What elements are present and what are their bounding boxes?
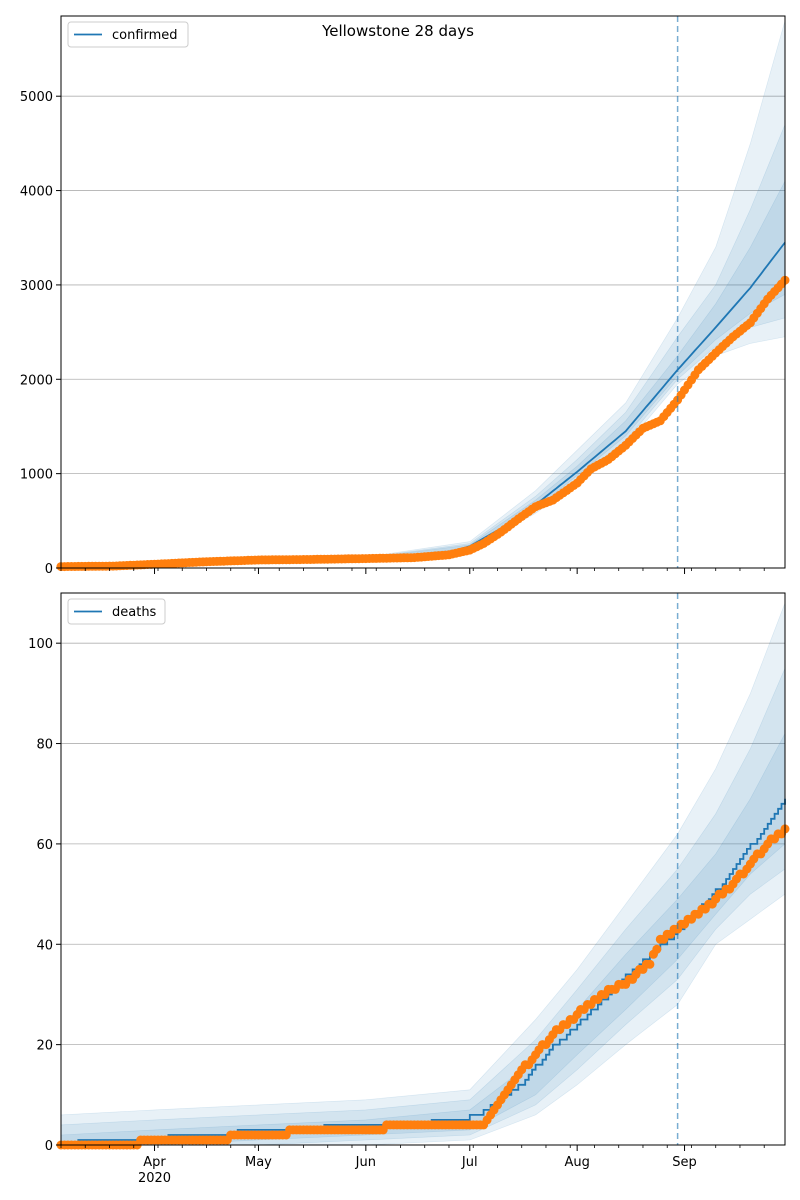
y-tick-label: 1000 bbox=[20, 468, 53, 483]
x-tick-label: Jul bbox=[461, 1155, 478, 1170]
legend-label: deaths bbox=[112, 605, 157, 620]
y-tick-label: 40 bbox=[36, 938, 53, 953]
axes-frame bbox=[60, 592, 786, 1146]
x-tick-label: Sep bbox=[672, 1155, 697, 1170]
legend-box bbox=[67, 598, 166, 625]
legend-label: confirmed bbox=[112, 28, 178, 43]
y-tick-label: 3000 bbox=[20, 279, 53, 294]
y-tick-label: 100 bbox=[28, 637, 53, 652]
axes-frame bbox=[60, 15, 786, 569]
y-tick-label: 2000 bbox=[20, 373, 53, 388]
observed-point bbox=[645, 959, 655, 969]
confirmed-panel: 0 1000 2000 3000 4000 5000 confirmed bbox=[20, 15, 790, 577]
x-tick-label: 2020 bbox=[138, 1171, 171, 1186]
x-tick-label: Apr bbox=[143, 1155, 166, 1170]
figure-title: Yellowstone 28 days bbox=[321, 22, 474, 40]
x-tick-label: Aug bbox=[564, 1155, 589, 1170]
y-tick-label: 5000 bbox=[20, 90, 53, 105]
y-tick-label: 4000 bbox=[20, 185, 53, 200]
legend-box bbox=[67, 21, 189, 48]
y-tick-label: 20 bbox=[36, 1039, 53, 1054]
observed-point bbox=[652, 944, 662, 954]
x-tick-label: May bbox=[245, 1155, 272, 1170]
y-tick-label: 80 bbox=[36, 738, 53, 753]
y-tick-label: 0 bbox=[45, 1139, 53, 1154]
y-tick-label: 60 bbox=[36, 838, 53, 853]
x-tick-label: Jun bbox=[355, 1155, 376, 1170]
y-tick-label: 0 bbox=[45, 562, 53, 577]
